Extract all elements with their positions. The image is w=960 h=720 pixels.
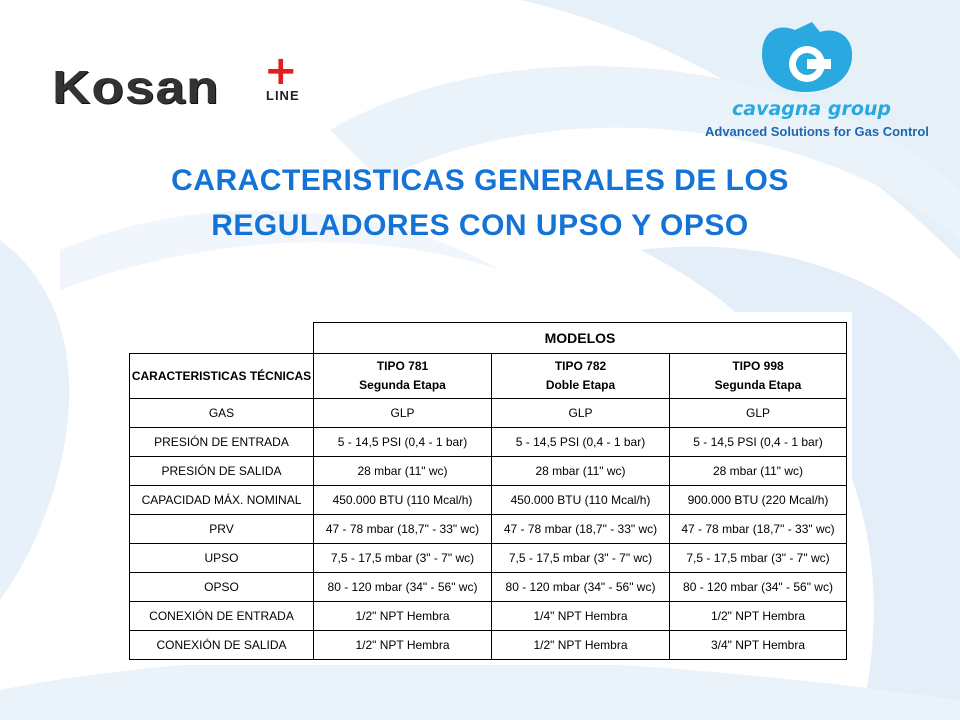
page-title: CARACTERISTICAS GENERALES DE LOS REGULAD… <box>60 158 900 248</box>
value-cell: 7,5 - 17,5 mbar (3" - 7" wc) <box>669 543 847 573</box>
model-header: TIPO 998 Segunda Etapa <box>669 353 847 399</box>
table-row: CONEXIÓN DE ENTRADA 1/2" NPT Hembra 1/4"… <box>129 601 847 631</box>
specs-table: MODELOS CARACTERISTICAS TÉCNICAS TIPO 78… <box>129 322 847 660</box>
specs-table-panel: MODELOS CARACTERISTICAS TÉCNICAS TIPO 78… <box>121 312 852 665</box>
feature-cell: PRESIÓN DE ENTRADA <box>129 427 314 457</box>
model-stage: Doble Etapa <box>545 378 616 392</box>
value-cell: 450.000 BTU (110 Mcal/h) <box>491 485 670 515</box>
value-cell: 5 - 14,5 PSI (0,4 - 1 bar) <box>313 427 492 457</box>
value-cell: GLP <box>491 398 670 428</box>
value-cell: 47 - 78 mbar (18,7" - 33" wc) <box>669 514 847 544</box>
value-cell: 1/4" NPT Hembra <box>491 601 670 631</box>
value-cell: 1/2" NPT Hembra <box>491 630 670 660</box>
value-cell: GLP <box>313 398 492 428</box>
value-cell: 1/2" NPT Hembra <box>669 601 847 631</box>
value-cell: 1/2" NPT Hembra <box>313 601 492 631</box>
table-row: PRESIÓN DE SALIDA 28 mbar (11" wc) 28 mb… <box>129 456 847 486</box>
model-type: TIPO 998 <box>732 359 784 373</box>
table-row: PRESIÓN DE ENTRADA 5 - 14,5 PSI (0,4 - 1… <box>129 427 847 457</box>
table-subheader-row: CARACTERISTICAS TÉCNICAS TIPO 781 Segund… <box>129 353 847 399</box>
value-cell: 5 - 14,5 PSI (0,4 - 1 bar) <box>491 427 670 457</box>
value-cell: 3/4" NPT Hembra <box>669 630 847 660</box>
table-row: CONEXIÓN DE SALIDA 1/2" NPT Hembra 1/2" … <box>129 630 847 660</box>
title-line-2: REGULADORES CON UPSO Y OPSO <box>211 209 749 242</box>
value-cell: 47 - 78 mbar (18,7" - 33" wc) <box>313 514 492 544</box>
model-type: TIPO 781 <box>376 359 429 373</box>
model-header: TIPO 782 Doble Etapa <box>491 353 670 399</box>
table-row: CAPACIDAD MÁX. NOMINAL 450.000 BTU (110 … <box>129 485 847 515</box>
feature-column-header: CARACTERISTICAS TÉCNICAS <box>129 353 314 399</box>
value-cell: 28 mbar (11" wc) <box>491 456 670 486</box>
model-header: TIPO 781 Segunda Etapa <box>313 353 492 399</box>
title-line-1: CARACTERISTICAS GENERALES DE LOS <box>171 164 789 197</box>
table-row: PRV 47 - 78 mbar (18,7" - 33" wc) 47 - 7… <box>129 514 847 544</box>
table-row: UPSO 7,5 - 17,5 mbar (3" - 7" wc) 7,5 - … <box>129 543 847 573</box>
value-cell: 7,5 - 17,5 mbar (3" - 7" wc) <box>491 543 670 573</box>
value-cell: 80 - 120 mbar (34" - 56" wc) <box>669 572 847 602</box>
value-cell: 80 - 120 mbar (34" - 56" wc) <box>491 572 670 602</box>
table-header-row: MODELOS <box>129 322 847 354</box>
plus-icon: + <box>264 48 298 94</box>
value-cell: 80 - 120 mbar (34" - 56" wc) <box>313 572 492 602</box>
value-cell: 5 - 14,5 PSI (0,4 - 1 bar) <box>669 427 847 457</box>
value-cell: 450.000 BTU (110 Mcal/h) <box>313 485 492 515</box>
models-header: MODELOS <box>313 322 847 354</box>
table-row: OPSO 80 - 120 mbar (34" - 56" wc) 80 - 1… <box>129 572 847 602</box>
cavagna-logo: cavagna group Advanced Solutions for Gas… <box>700 22 930 147</box>
model-type: TIPO 782 <box>554 359 607 373</box>
feature-cell: OPSO <box>129 572 314 602</box>
feature-cell: CONEXIÓN DE ENTRADA <box>129 601 314 631</box>
model-stage: Segunda Etapa <box>359 378 446 392</box>
feature-cell: GAS <box>129 398 314 428</box>
cavagna-tagline: Advanced Solutions for Gas Control <box>705 124 929 139</box>
table-row: GAS GLP GLP GLP <box>129 398 847 428</box>
value-cell: 900.000 BTU (220 Mcal/h) <box>669 485 847 515</box>
cavagna-emblem-icon <box>762 22 853 92</box>
kosan-logo-text: Kosan <box>52 61 220 113</box>
kosan-logo: Kosan + LINE <box>52 48 312 113</box>
model-stage: Segunda Etapa <box>714 378 802 392</box>
value-cell: 28 mbar (11" wc) <box>669 456 847 486</box>
feature-cell: UPSO <box>129 543 314 573</box>
cavagna-logo-text: cavagna group <box>732 98 892 120</box>
value-cell: 7,5 - 17,5 mbar (3" - 7" wc) <box>313 543 492 573</box>
value-cell: GLP <box>669 398 847 428</box>
feature-cell: CAPACIDAD MÁX. NOMINAL <box>129 485 314 515</box>
value-cell: 1/2" NPT Hembra <box>313 630 492 660</box>
table-corner <box>129 322 314 354</box>
feature-cell: PRV <box>129 514 314 544</box>
feature-cell: CONEXIÓN DE SALIDA <box>129 630 314 660</box>
feature-cell: PRESIÓN DE SALIDA <box>129 456 314 486</box>
kosan-logo-sub: LINE <box>266 88 300 103</box>
value-cell: 47 - 78 mbar (18,7" - 33" wc) <box>491 514 670 544</box>
value-cell: 28 mbar (11" wc) <box>313 456 492 486</box>
